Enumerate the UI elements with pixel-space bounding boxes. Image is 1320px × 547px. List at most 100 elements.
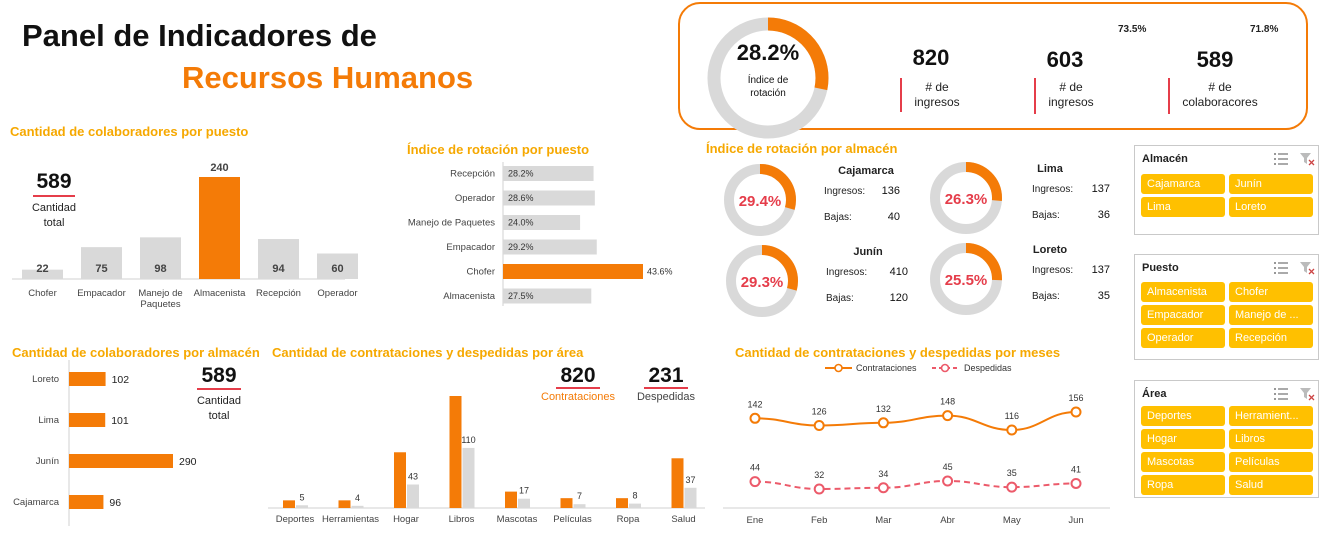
point-hires — [749, 412, 761, 424]
bar — [503, 215, 581, 230]
bar — [317, 253, 358, 279]
data-label: 43.6% — [647, 267, 673, 277]
point-fires — [1070, 477, 1082, 489]
kpi-colaboradores-label: # de colaboracores — [1182, 80, 1258, 109]
kpi-panel — [678, 2, 1308, 130]
kpi-ingresos2-label: # de ingresos — [1048, 80, 1094, 109]
slicer-puesto-item[interactable]: Manejo de ... — [1229, 305, 1313, 325]
tick-label: Películas — [553, 514, 592, 525]
data-label: 98 — [154, 263, 166, 275]
legend-fires-label: Despedidas — [964, 363, 1012, 373]
data-label: 37 — [685, 475, 695, 485]
slicer-puesto-item[interactable]: Operador — [1141, 328, 1225, 348]
section-title-hires-area: Cantidad de contrataciones y despedidas … — [272, 345, 584, 360]
slicer-area-item[interactable]: Mascotas — [1141, 452, 1225, 472]
fires-total-label: Despedidas — [636, 391, 696, 403]
legend-hires-label: Contrataciones — [856, 363, 917, 373]
bajas-value: 40 — [888, 211, 900, 223]
ingresos-value: 136 — [882, 185, 900, 197]
data-label: 35 — [1007, 468, 1017, 478]
warehouse-rotation-donuts: 29.4% Cajamarca Ingresos: 136 Bajas: 40 26.3% L… — [724, 162, 1110, 317]
slicer-almacen-item[interactable]: Loreto — [1229, 197, 1313, 217]
tick-label: Cajamarca — [13, 497, 60, 508]
bar — [140, 237, 181, 279]
data-label: 148 — [940, 397, 955, 407]
tick-label: Recepción — [256, 288, 301, 299]
donut-pct-label: 26.3% — [945, 191, 988, 208]
slicer-almacen-title: Almacén — [1142, 153, 1188, 165]
slicer-puesto-item[interactable]: Chofer — [1229, 282, 1313, 302]
bajas-value: 36 — [1098, 209, 1110, 221]
clear-filter-icon[interactable] — [1299, 387, 1315, 401]
series-fires-line — [754, 479, 1077, 491]
dashboard-title: Panel de Indicadores de — [22, 18, 377, 53]
slicer-area-item[interactable]: Ropa — [1141, 475, 1225, 495]
data-label: 101 — [111, 415, 129, 427]
data-label: 60 — [331, 263, 343, 275]
bar — [503, 166, 594, 181]
bar-fires — [518, 498, 530, 508]
data-label: 29.2% — [508, 242, 534, 252]
donut-arc — [930, 162, 1002, 234]
data-label: 8 — [632, 491, 637, 501]
data-label: 24.0% — [508, 218, 534, 228]
bar — [81, 247, 122, 279]
bar-fires — [684, 487, 697, 508]
kpi-colaboradores-value: 589 — [1196, 47, 1234, 72]
donut-pct-label: 25.5% — [945, 272, 988, 289]
slicer-area-item[interactable]: Deportes — [1141, 406, 1225, 426]
tick-label: Ropa — [617, 514, 640, 525]
multi-select-icon[interactable] — [1273, 261, 1289, 275]
multi-select-icon[interactable] — [1273, 152, 1289, 166]
bar — [69, 495, 104, 509]
slicer-area-item[interactable]: Hogar — [1141, 429, 1225, 449]
slicer-puesto-item[interactable]: Recepción — [1229, 328, 1313, 348]
series-hires-line — [754, 411, 1077, 432]
ingresos-value: 410 — [890, 266, 908, 278]
kpi-ingresos-label: # de ingresos — [914, 80, 960, 109]
bajas-label: Bajas: — [1032, 210, 1060, 221]
slicer-area-item[interactable]: Herramient... — [1229, 406, 1313, 426]
section-title-rotation-position: Índice de rotación por puesto — [407, 142, 590, 157]
slicer-almacen-item[interactable]: Lima — [1141, 197, 1225, 217]
donut-arc — [724, 164, 796, 236]
bar-hires — [338, 500, 351, 508]
slicer-almacen-item[interactable]: Cajamarca — [1141, 174, 1225, 194]
slicer-area-item[interactable]: Salud — [1229, 475, 1313, 495]
bar-hires — [283, 500, 295, 508]
multi-select-icon[interactable] — [1273, 387, 1289, 401]
bajas-label: Bajas: — [826, 293, 854, 304]
data-label: 43 — [408, 472, 418, 482]
bar — [69, 372, 106, 386]
slicer-puesto-item[interactable]: Empacador — [1141, 305, 1225, 325]
bar — [503, 190, 595, 206]
tick-label: Loreto — [32, 374, 59, 385]
data-label: 132 — [876, 404, 891, 414]
tick-label: Empacador — [446, 242, 495, 253]
legend-hires-marker — [834, 363, 843, 373]
tick-label: Ene — [747, 515, 764, 526]
clear-filter-icon[interactable] — [1299, 261, 1315, 275]
donut-pct-label: 29.4% — [739, 193, 782, 210]
rotation-label: Índice de rotación — [747, 75, 789, 99]
point-fires — [877, 482, 889, 494]
tick-label: Deportes — [276, 514, 315, 525]
tick-label: Chofer — [28, 288, 57, 299]
positions-total-underline — [33, 195, 75, 197]
bar-hires — [671, 458, 684, 508]
data-label: 44 — [750, 463, 760, 473]
kpi-pct-b: 71.8% — [1250, 24, 1279, 35]
slicer-area-item[interactable]: Películas — [1229, 452, 1313, 472]
slicer-almacen-item[interactable]: Junín — [1229, 174, 1313, 194]
bar — [69, 454, 173, 468]
positions-total-label: Cantidad total — [31, 202, 77, 229]
ingresos-label: Ingresos: — [1032, 184, 1073, 195]
rotation-donut — [707, 17, 829, 139]
warehouse-name: Cajamarca — [838, 165, 895, 177]
bar-fires — [573, 504, 586, 508]
clear-filter-icon[interactable] — [1299, 152, 1315, 166]
slicer-area-item[interactable]: Libros — [1229, 429, 1313, 449]
data-label: 94 — [272, 263, 285, 275]
slicer-puesto-item[interactable]: Almacenista — [1141, 282, 1225, 302]
